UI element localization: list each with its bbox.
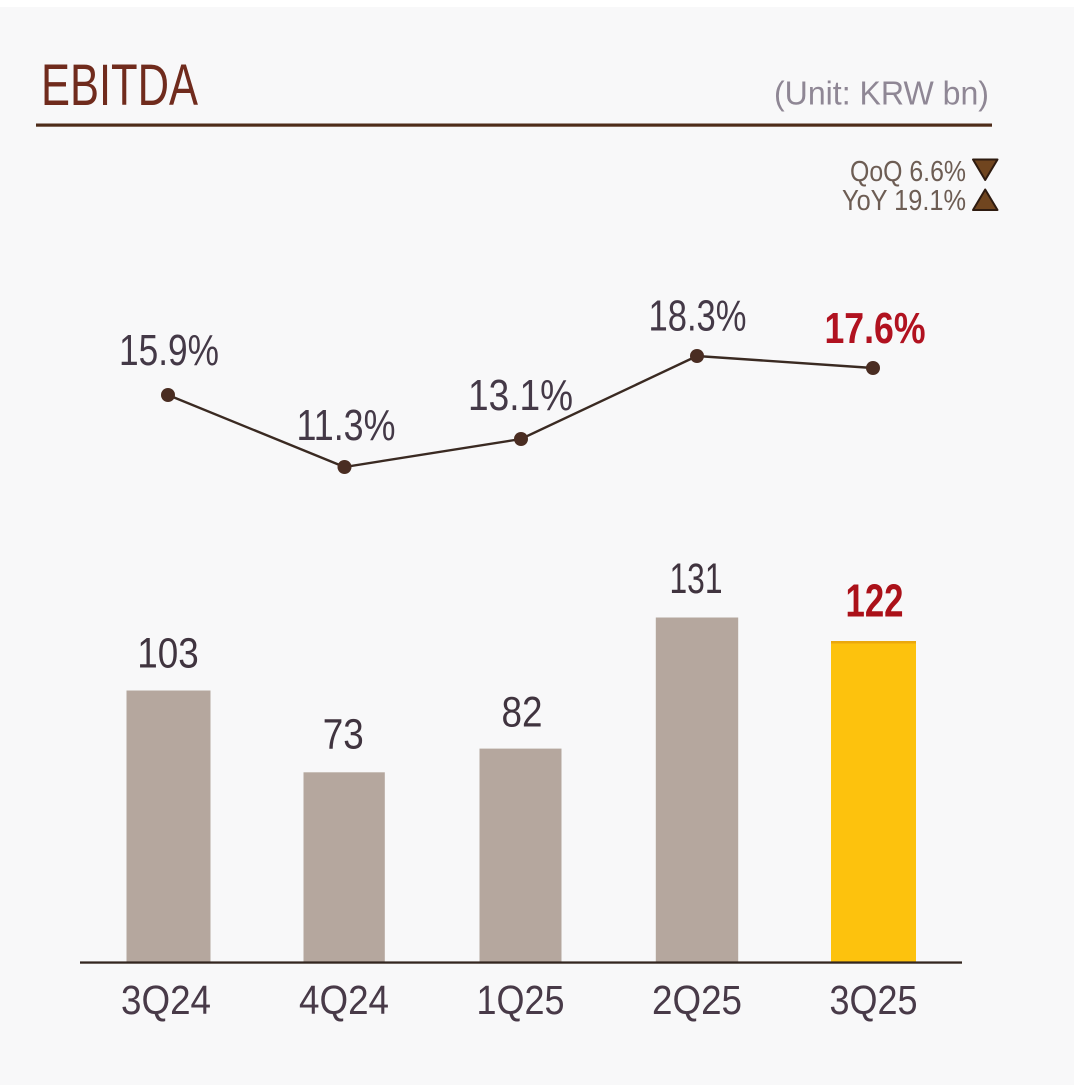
svg-text:3Q24: 3Q24 [121,977,211,1023]
svg-text:4Q24: 4Q24 [299,977,389,1023]
svg-text:YoY 19.1%: YoY 19.1% [842,185,966,217]
svg-text:17.6%: 17.6% [825,305,926,353]
svg-text:3Q25: 3Q25 [830,977,918,1023]
svg-text:82: 82 [502,688,543,736]
svg-text:13.1%: 13.1% [468,372,573,420]
svg-text:73: 73 [323,711,364,759]
svg-text:(Unit: KRW bn): (Unit: KRW bn) [774,75,989,112]
svg-text:131: 131 [670,555,723,603]
svg-text:122: 122 [846,575,904,627]
svg-text:11.3%: 11.3% [297,402,396,450]
svg-text:QoQ 6.6%: QoQ 6.6% [850,156,966,188]
svg-text:EBITDA: EBITDA [41,53,198,118]
svg-text:18.3%: 18.3% [649,293,747,341]
svg-text:103: 103 [137,630,199,678]
svg-text:15.9%: 15.9% [119,327,219,375]
svg-text:2Q25: 2Q25 [652,977,742,1023]
svg-text:1Q25: 1Q25 [477,977,565,1023]
